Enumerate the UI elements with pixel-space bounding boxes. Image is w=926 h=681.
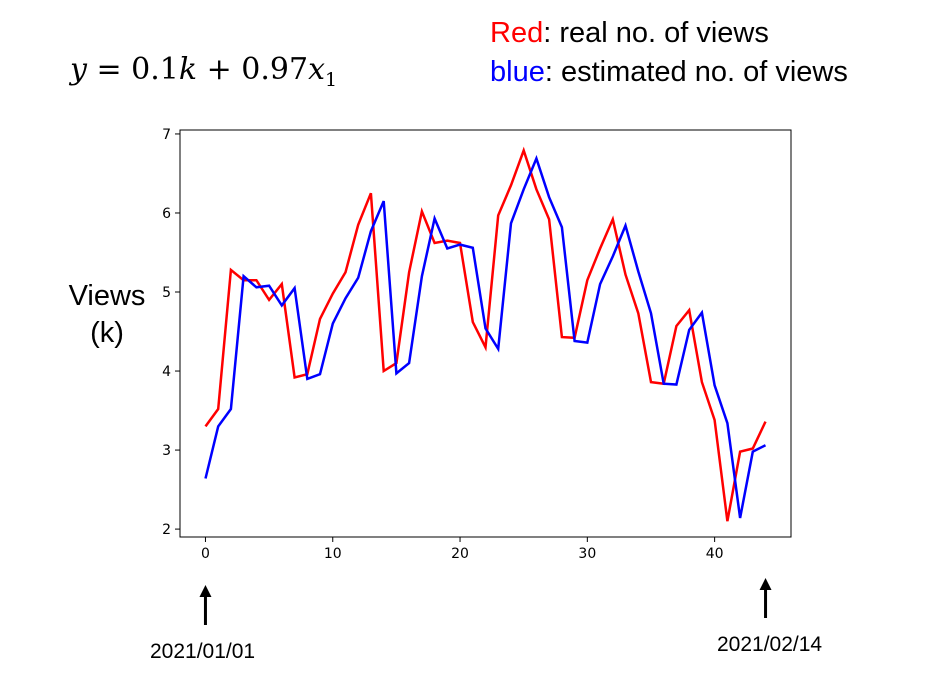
legend-estimated: blue: estimated no. of views: [490, 53, 848, 92]
y-axis-label-line1: Views: [68, 280, 146, 312]
formula-subscript: 1: [325, 69, 338, 91]
formula-coef-k: = 0.1: [86, 52, 179, 87]
end-date-label: 2021/02/14: [717, 633, 823, 656]
end-date-arrow-head: [759, 578, 772, 590]
y-tick-label: 5: [162, 285, 171, 301]
y-tick-label: 3: [162, 443, 171, 459]
series-line-real: [204, 146, 767, 522]
y-axis-label: Views (k): [62, 278, 152, 352]
x-tick-label: 20: [451, 546, 469, 562]
legend: Red: real no. of views blue: estimated n…: [490, 14, 848, 92]
y-tick-label: 4: [162, 364, 171, 380]
plot-frame: [179, 129, 792, 538]
y-tick-label: 2: [162, 522, 171, 538]
y-tick-label: 7: [162, 127, 171, 143]
legend-real: Red: real no. of views: [490, 14, 848, 53]
series-line-estimated: [204, 154, 767, 519]
regression-formula: y = 0.1k + 0.97x1: [70, 52, 337, 91]
x-tick-label: 40: [706, 546, 724, 562]
x-tick-label: 0: [201, 546, 210, 562]
start-date-arrow-head: [199, 585, 212, 597]
y-axis-label-line2: (k): [90, 317, 124, 349]
formula-y: y: [70, 52, 87, 87]
legend-estimated-color-word: blue: [490, 56, 545, 88]
x-tick-label: 10: [324, 546, 342, 562]
legend-estimated-text: : estimated no. of views: [544, 56, 848, 88]
x-tick-label: 30: [578, 546, 596, 562]
formula-k: k: [178, 52, 198, 87]
y-tick-label: 6: [162, 206, 171, 222]
legend-real-text: : real no. of views: [543, 17, 769, 49]
formula-coef-x: + 0.97: [197, 52, 309, 87]
formula-x: x: [308, 52, 325, 87]
legend-real-color-word: Red: [490, 17, 544, 49]
start-date-label: 2021/01/01: [150, 640, 256, 663]
